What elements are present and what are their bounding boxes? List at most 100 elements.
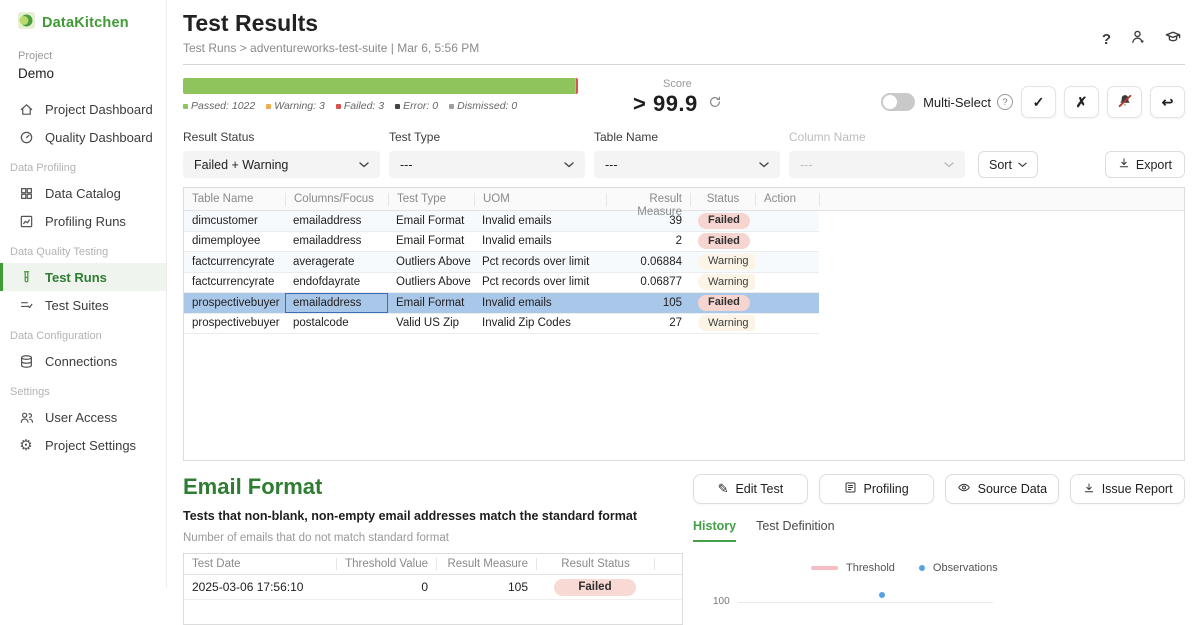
gear-icon: ⚙ <box>18 437 34 453</box>
column-header-status[interactable]: Status <box>690 193 755 206</box>
y-axis-tick: 100 <box>713 596 730 607</box>
sidebar-item-connections[interactable]: Connections <box>0 347 166 375</box>
table-row[interactable]: dimemployee emailaddress Email Format In… <box>184 232 819 253</box>
multi-select-toggle[interactable] <box>881 93 915 111</box>
tab-test-definition[interactable]: Test Definition <box>756 519 835 542</box>
help-icon[interactable]: ? <box>1102 31 1111 48</box>
column-header-test-date[interactable]: Test Date <box>184 558 336 570</box>
mark-failed-button[interactable]: ✗ <box>1064 86 1099 118</box>
cell-uom: Pct records over limit <box>474 256 606 268</box>
multi-select-area: Multi-Select ? ✓ ✗ ↩ <box>881 86 1185 118</box>
users-icon <box>18 409 34 425</box>
sort-button[interactable]: Sort <box>978 151 1038 178</box>
sidebar-item-project-settings[interactable]: ⚙ Project Settings <box>0 431 166 459</box>
sidebar-item-user-access[interactable]: User Access <box>0 403 166 431</box>
multi-select-help-icon[interactable]: ? <box>997 94 1013 110</box>
edit-test-button[interactable]: ✎ Edit Test <box>693 474 808 504</box>
table-name-select[interactable]: --- <box>594 151 780 178</box>
tab-history[interactable]: History <box>693 519 736 542</box>
eye-icon <box>957 481 971 497</box>
source-data-button[interactable]: Source Data <box>945 474 1060 504</box>
issue-report-button[interactable]: Issue Report <box>1070 474 1185 504</box>
brand-name: DataKitchen <box>42 15 129 31</box>
column-header-columns-focus[interactable]: Columns/Focus <box>285 193 388 206</box>
column-header-action[interactable]: Action <box>755 193 819 206</box>
pencil-icon: ✎ <box>718 481 729 497</box>
table-row[interactable]: factcurrencyrate averagerate Outliers Ab… <box>184 252 819 273</box>
column-header-uom[interactable]: UOM <box>474 193 606 206</box>
cell-table-name: factcurrencyrate <box>184 276 285 288</box>
sidebar-item-quality-dashboard[interactable]: Quality Dashboard <box>0 123 166 151</box>
cell-status: Failed <box>690 295 755 311</box>
column-header-result-measure[interactable]: Result Measure <box>606 193 690 206</box>
profiling-button[interactable]: Profiling <box>819 474 934 504</box>
sidebar-item-test-suites[interactable]: Test Suites <box>0 291 166 319</box>
column-header-filler <box>819 193 1184 206</box>
chevron-down-icon <box>359 162 369 168</box>
datakitchen-logo-icon <box>18 12 35 34</box>
detail-right: ✎ Edit Test Profiling Source Data Issue … <box>693 474 1185 625</box>
project-label: Project <box>0 50 166 62</box>
sidebar-item-test-runs[interactable]: Test Runs <box>0 263 166 291</box>
detail-tabs: History Test Definition <box>693 519 1185 542</box>
sidebar-item-project-dashboard[interactable]: Project Dashboard <box>0 95 166 123</box>
chart-icon <box>18 213 34 229</box>
cell-result-measure: 39 <box>606 215 690 227</box>
column-header-result-status[interactable]: Result Status <box>536 558 654 570</box>
sidebar-item-data-catalog[interactable]: Data Catalog <box>0 179 166 207</box>
sidebar-section-data-configuration: Data Configuration <box>0 319 166 347</box>
chevron-down-icon <box>564 162 574 168</box>
table-row[interactable]: factcurrencyrate endofdayrate Outliers A… <box>184 273 819 294</box>
table-row[interactable]: prospectivebuyer postalcode Valid US Zip… <box>184 314 819 335</box>
dismiss-alerts-button[interactable] <box>1107 86 1142 118</box>
legend-observations[interactable]: Observations <box>919 562 998 574</box>
cell-result-measure: 27 <box>606 317 690 329</box>
support-agent-icon[interactable] <box>1129 28 1146 50</box>
main-content: Test Results Test Runs > adventureworks-… <box>167 0 1200 588</box>
detail-section: Email Format Tests that non-blank, non-e… <box>183 474 1185 625</box>
header-divider <box>183 64 1185 65</box>
cell-column: postalcode <box>285 317 388 329</box>
return-arrow-icon: ↩ <box>1162 94 1174 111</box>
mark-passed-button[interactable]: ✓ <box>1021 86 1056 118</box>
score-value: > 99.9 <box>633 91 698 117</box>
top-toolbar: ? <box>1102 28 1182 50</box>
home-icon <box>18 101 34 117</box>
brand-logo[interactable]: DataKitchen <box>0 12 166 34</box>
export-button[interactable]: Export <box>1105 151 1185 178</box>
cell-table-name: prospectivebuyer <box>184 297 285 309</box>
column-header-threshold-value[interactable]: Threshold Value <box>336 558 436 570</box>
training-cap-icon[interactable] <box>1164 28 1182 50</box>
test-type-select[interactable]: --- <box>389 151 585 178</box>
observation-point[interactable] <box>879 592 885 598</box>
table-row[interactable]: dimcustomer emailaddress Email Format In… <box>184 211 819 232</box>
chevron-down-icon <box>759 162 769 168</box>
cell-result-measure: 105 <box>606 297 690 309</box>
dismissed-dot <box>449 104 454 109</box>
sidebar-item-profiling-runs[interactable]: Profiling Runs <box>0 207 166 235</box>
legend-threshold[interactable]: Threshold <box>811 562 895 574</box>
column-header-table-name[interactable]: Table Name <box>184 193 285 206</box>
cell-result-measure: 2 <box>606 235 690 247</box>
score-label: Score <box>633 78 722 90</box>
table-row-selected[interactable]: prospectivebuyer emailaddress Email Form… <box>184 293 819 314</box>
score-block: Score > 99.9 <box>633 78 722 117</box>
test-tube-icon <box>18 269 34 285</box>
cell-uom: Invalid emails <box>474 297 606 309</box>
refresh-icon[interactable] <box>708 95 722 114</box>
column-header-test-type[interactable]: Test Type <box>388 193 474 206</box>
cell-result-measure: 105 <box>436 580 536 594</box>
project-name[interactable]: Demo <box>0 66 166 81</box>
filter-result-status: Result Status Failed + Warning <box>183 130 380 178</box>
result-status-select[interactable]: Failed + Warning <box>183 151 380 178</box>
count-warning: Warning: 3 <box>266 100 325 112</box>
status-badge: Warning <box>698 254 755 270</box>
rerun-button[interactable]: ↩ <box>1150 86 1185 118</box>
column-header-result-measure[interactable]: Result Measure <box>436 558 536 570</box>
history-chart: Threshold Observations 100 <box>693 552 1185 612</box>
check-icon: ✓ <box>1033 94 1045 111</box>
sidebar-item-label: User Access <box>45 410 117 425</box>
gridline <box>738 602 993 603</box>
threshold-swatch <box>811 566 838 571</box>
column-name-select: --- <box>789 151 965 178</box>
